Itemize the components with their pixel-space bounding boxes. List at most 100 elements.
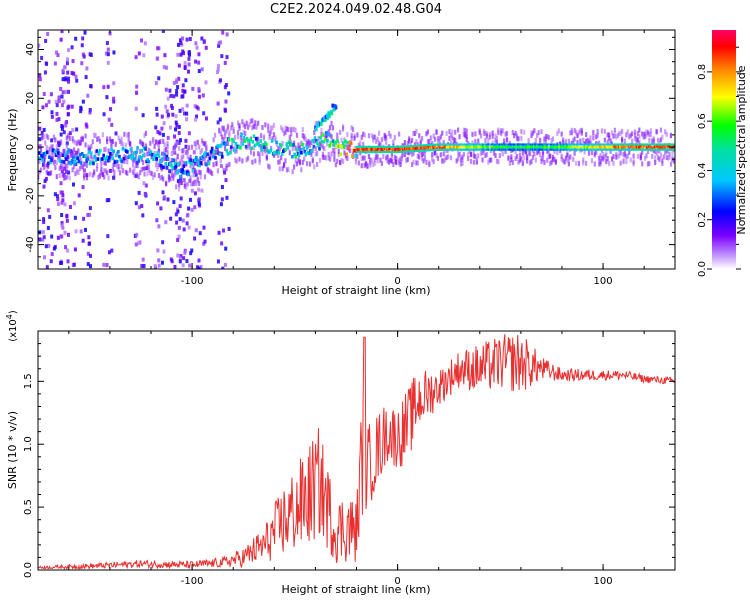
halo-mark bbox=[170, 157, 173, 163]
x-tick-label: -100 bbox=[181, 576, 204, 587]
halo-mark bbox=[303, 156, 306, 162]
noise-mark bbox=[181, 83, 185, 88]
halo-mark bbox=[372, 137, 375, 143]
noise-mark bbox=[186, 69, 190, 74]
halo-mark bbox=[625, 153, 628, 159]
y-tick-label: 1.5 bbox=[23, 373, 34, 389]
halo-mark bbox=[58, 154, 61, 160]
noise-mark bbox=[134, 106, 138, 111]
noise-mark bbox=[140, 264, 144, 269]
noise-mark bbox=[84, 75, 88, 80]
ridge-mark bbox=[158, 160, 162, 165]
halo-mark bbox=[448, 135, 451, 141]
y-tick-label: 40 bbox=[25, 43, 36, 56]
halo-mark bbox=[339, 159, 342, 165]
halo-mark bbox=[87, 152, 90, 158]
halo-mark bbox=[137, 156, 140, 162]
halo-mark bbox=[553, 156, 556, 162]
ridge-mark bbox=[118, 154, 121, 159]
halo-mark bbox=[459, 157, 463, 163]
halo-mark bbox=[215, 149, 218, 155]
ridge-mark bbox=[53, 149, 57, 154]
halo-mark bbox=[85, 153, 89, 159]
halo-mark bbox=[484, 137, 487, 143]
noise-mark bbox=[134, 55, 138, 60]
halo-mark bbox=[127, 136, 130, 142]
ridge-mark bbox=[302, 146, 305, 151]
noise-mark bbox=[184, 144, 188, 149]
ridge-mark bbox=[46, 161, 50, 166]
noise-mark bbox=[87, 235, 91, 240]
halo-mark bbox=[90, 143, 93, 149]
halo-mark bbox=[511, 129, 514, 135]
ridge-mark bbox=[445, 146, 449, 150]
halo-mark bbox=[442, 140, 445, 146]
halo-mark bbox=[454, 129, 457, 135]
halo-mark bbox=[560, 153, 563, 159]
halo-mark bbox=[457, 150, 460, 156]
noise-mark bbox=[134, 201, 138, 206]
noise-mark bbox=[65, 141, 69, 146]
halo-mark bbox=[464, 133, 467, 139]
snr-series-line bbox=[38, 334, 675, 570]
halo-mark bbox=[328, 132, 332, 138]
noise-mark bbox=[187, 131, 191, 136]
halo-mark bbox=[222, 125, 225, 131]
noise-mark bbox=[46, 226, 50, 231]
noise-mark bbox=[154, 81, 158, 86]
halo-mark bbox=[667, 149, 670, 155]
halo-mark bbox=[295, 161, 299, 167]
noise-mark bbox=[105, 41, 109, 46]
halo-mark bbox=[564, 138, 568, 144]
noise-mark bbox=[38, 77, 42, 82]
halo-mark bbox=[55, 160, 58, 166]
noise-mark bbox=[65, 218, 69, 223]
x-tick-label: 100 bbox=[594, 276, 613, 287]
halo-mark bbox=[608, 132, 611, 138]
noise-mark bbox=[71, 128, 75, 133]
noise-mark bbox=[178, 256, 182, 261]
ridge-mark bbox=[48, 155, 51, 160]
ridge-mark bbox=[543, 146, 546, 151]
noise-mark bbox=[162, 249, 166, 254]
noise-mark bbox=[60, 103, 64, 108]
halo-mark bbox=[363, 132, 366, 138]
noise-mark bbox=[137, 241, 141, 246]
halo-mark bbox=[103, 147, 106, 153]
ridge-mark bbox=[214, 156, 217, 160]
ridge-mark bbox=[254, 136, 258, 141]
halo-mark bbox=[42, 159, 45, 165]
halo-mark bbox=[605, 152, 608, 158]
ridge-mark bbox=[92, 161, 95, 166]
ridge-mark bbox=[227, 138, 231, 142]
halo-mark bbox=[137, 174, 140, 180]
halo-mark bbox=[645, 129, 648, 135]
ridge-mark bbox=[196, 158, 199, 163]
spectrogram-marks bbox=[38, 30, 675, 269]
noise-mark bbox=[48, 214, 52, 219]
halo-mark bbox=[270, 125, 273, 131]
ridge-mark bbox=[201, 155, 205, 159]
ridge-mark bbox=[673, 148, 675, 151]
ridge-mark bbox=[240, 132, 243, 137]
halo-mark bbox=[111, 150, 114, 156]
halo-mark bbox=[162, 176, 165, 182]
halo-mark bbox=[117, 166, 120, 172]
noise-mark bbox=[197, 69, 201, 74]
halo-mark bbox=[47, 135, 50, 141]
spectrogram-xlabel: Height of straight line (km) bbox=[281, 284, 430, 297]
halo-mark bbox=[668, 151, 671, 157]
ridge-mark bbox=[320, 139, 324, 144]
halo-mark bbox=[156, 161, 159, 167]
ridge-mark bbox=[312, 144, 316, 149]
halo-mark bbox=[643, 155, 647, 161]
halo-mark bbox=[633, 132, 637, 138]
ridge-mark bbox=[239, 145, 242, 150]
noise-mark bbox=[164, 65, 168, 70]
noise-mark bbox=[88, 206, 92, 211]
halo-mark bbox=[239, 140, 243, 146]
halo-mark bbox=[350, 135, 353, 141]
ridge-mark bbox=[261, 143, 265, 147]
noise-mark bbox=[47, 243, 51, 248]
